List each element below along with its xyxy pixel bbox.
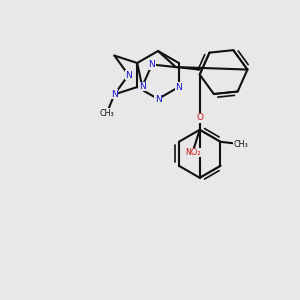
Text: CH₃: CH₃: [99, 109, 114, 118]
Text: CH₃: CH₃: [233, 140, 248, 149]
Text: N: N: [139, 82, 146, 91]
Text: N: N: [176, 82, 182, 91]
Text: N: N: [154, 94, 161, 103]
Text: NO₂: NO₂: [185, 148, 200, 157]
Text: N: N: [111, 90, 118, 99]
Text: N: N: [125, 70, 132, 80]
Text: O: O: [196, 113, 203, 122]
Text: N: N: [148, 60, 155, 69]
